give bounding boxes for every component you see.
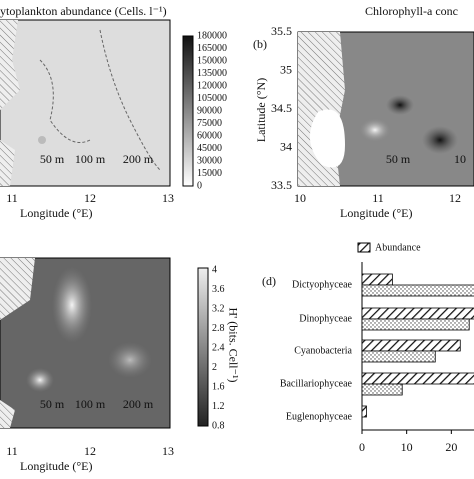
- colorbar-a: [182, 35, 194, 187]
- x-tick-label: 20: [445, 440, 457, 454]
- colorbar-tick-label: 135000: [197, 68, 227, 79]
- bar: [361, 350, 436, 363]
- x-tick-label: 11: [6, 444, 18, 458]
- x-tick-label: 11: [6, 191, 18, 205]
- map-title: ytoplankton abundance (Cells. l⁻¹): [0, 4, 167, 18]
- colorbar-c: [197, 267, 209, 427]
- contour-label: 200 m: [123, 397, 154, 411]
- bar: [361, 318, 470, 331]
- x-tick-label: 0: [359, 440, 365, 454]
- colorbar-tick-label: 105000: [197, 93, 227, 104]
- bar: [361, 273, 393, 286]
- x-axis-label: Longitude (°E): [20, 206, 92, 220]
- contour-label: 50 m: [386, 152, 411, 166]
- y-tick-label: 34.5: [271, 101, 292, 115]
- colorbar-tick-label: 150000: [197, 55, 227, 66]
- colorbar-tick-label: 0.8: [212, 420, 225, 431]
- contour-label: 100 m: [75, 397, 106, 411]
- contour-label: 10: [454, 152, 466, 166]
- map-b: [297, 31, 474, 187]
- legend-label: Abundance: [375, 242, 421, 253]
- bar: [361, 307, 474, 320]
- x-tick-label: 12: [449, 191, 461, 205]
- bar: [361, 383, 403, 396]
- y-tick-label: 33.5: [271, 178, 292, 192]
- panel-label: (b): [253, 37, 267, 51]
- y-tick-label: 34: [280, 139, 292, 153]
- colorbar-tick-label: 1.6: [212, 381, 225, 392]
- bar: [361, 284, 474, 297]
- panel-label: (d): [262, 274, 276, 288]
- colorbar-tick-label: 2.8: [212, 323, 225, 334]
- colorbar-tick-label: 30000: [197, 155, 222, 166]
- colorbar-label: H' (bits. Cell⁻¹): [226, 307, 240, 382]
- contour-label: 50 m: [40, 397, 65, 411]
- legend-swatch: [357, 242, 371, 253]
- x-tick-label: 12: [84, 444, 96, 458]
- colorbar-tick-label: 0: [197, 180, 202, 191]
- x-tick-label: 10: [294, 191, 306, 205]
- colorbar-tick-label: 120000: [197, 80, 227, 91]
- colorbar-tick-label: 165000: [197, 43, 227, 54]
- contour-label: 200 m: [123, 152, 154, 166]
- colorbar-tick-label: 90000: [197, 105, 222, 116]
- colorbar-tick-label: 2.4: [212, 342, 225, 353]
- x-tick-label: 13: [162, 191, 174, 205]
- colorbar-tick-label: 75000: [197, 118, 222, 129]
- category-label: Dictyophyceae: [292, 279, 353, 290]
- bar: [361, 339, 461, 352]
- colorbar-tick-label: 4: [212, 264, 217, 275]
- category-label: Cyanobacteria: [294, 345, 352, 356]
- colorbar-tick-label: 3.6: [212, 284, 225, 295]
- colorbar-tick-label: 15000: [197, 168, 222, 179]
- x-tick-label: 13: [162, 444, 174, 458]
- colorbar-tick-label: 45000: [197, 143, 222, 154]
- colorbar-tick-label: 60000: [197, 130, 222, 141]
- x-tick-label: 11: [372, 191, 384, 205]
- colorbar-tick-label: 180000: [197, 30, 227, 41]
- x-axis-label: Longitude (°E): [340, 206, 412, 220]
- y-tick-label: 35.5: [271, 24, 292, 38]
- x-axis-label: Longitude (°E): [20, 459, 92, 473]
- category-label: Bacillariophyceae: [280, 378, 353, 389]
- map-c: [0, 257, 171, 429]
- map-a: [0, 19, 171, 187]
- contour-label: 50 m: [40, 152, 65, 166]
- colorbar-tick-label: 2: [212, 362, 217, 373]
- category-label: Euglenophyceae: [286, 411, 353, 422]
- colorbar-tick-label: 1.2: [212, 401, 225, 412]
- category-label: Dinophyceae: [299, 313, 352, 324]
- colorbar-tick-label: 3.2: [212, 303, 225, 314]
- x-tick-label: 12: [84, 191, 96, 205]
- bar: [361, 405, 367, 418]
- x-tick-label: 10: [401, 440, 413, 454]
- contour-label: 100 m: [75, 152, 106, 166]
- map-title: Chlorophyll-a conc: [365, 4, 458, 18]
- bar: [361, 372, 474, 385]
- y-axis-label: Latitude (°N): [254, 78, 268, 142]
- y-tick-label: 35: [280, 62, 292, 76]
